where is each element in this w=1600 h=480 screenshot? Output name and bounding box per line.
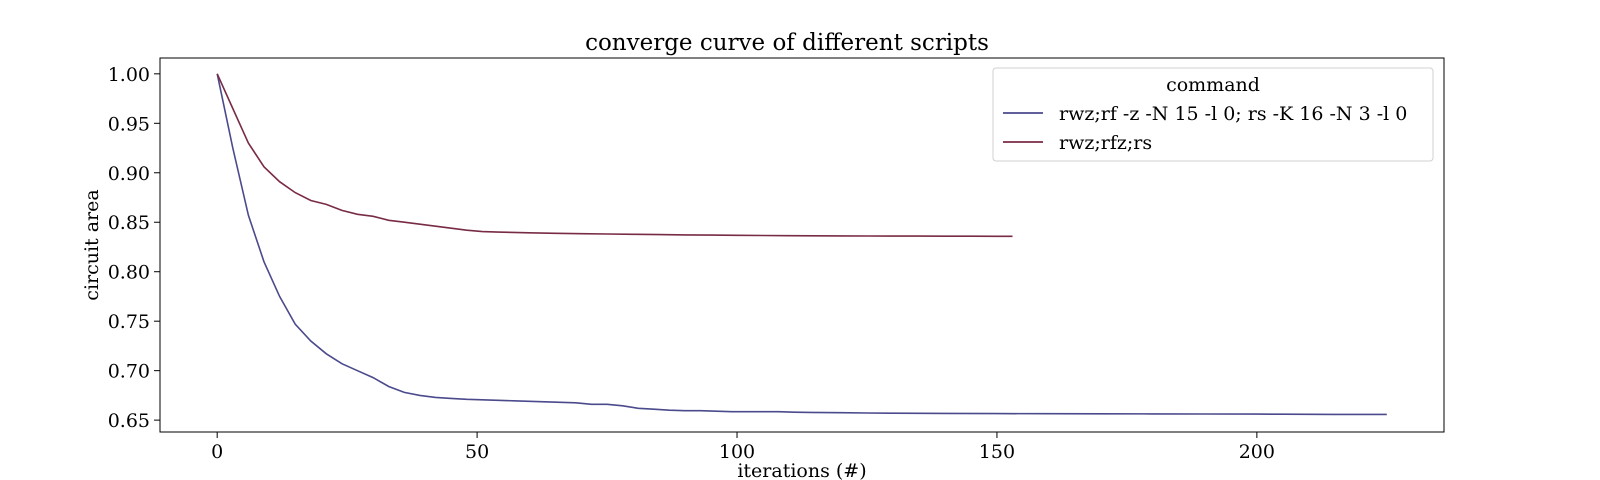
y-tick-label: 0.70 — [108, 361, 150, 383]
chart-title: converge curve of different scripts — [585, 30, 989, 56]
legend: command rwz;rf -z -N 15 -l 0; rs -K 16 -… — [992, 67, 1434, 162]
legend-label: rwz;rf -z -N 15 -l 0; rs -K 16 -N 3 -l 0 — [1059, 103, 1407, 125]
plot-area-frame — [159, 57, 1445, 433]
legend-label: rwz;rfz;rs — [1059, 132, 1152, 154]
y-axis: 0.65 0.70 0.75 0.80 0.85 0.90 0.95 1.00 — [108, 64, 160, 432]
x-tick-label: 100 — [719, 441, 755, 463]
x-tick-label: 200 — [1239, 441, 1275, 463]
x-tick-label: 50 — [465, 441, 489, 463]
x-tick-label: 150 — [979, 441, 1015, 463]
x-tick-label: 0 — [211, 441, 223, 463]
legend-box — [992, 67, 1434, 162]
x-axis: 0 50 100 150 200 — [211, 432, 1275, 463]
y-tick-label: 1.00 — [108, 64, 150, 86]
series-line-2 — [216, 73, 1013, 238]
y-tick-label: 0.95 — [108, 113, 150, 135]
y-tick-label: 0.75 — [108, 311, 150, 333]
series-layer — [216, 73, 1387, 416]
series-line-1 — [216, 73, 1387, 416]
y-tick-label: 0.85 — [108, 212, 150, 234]
legend-entries: rwz;rf -z -N 15 -l 0; rs -K 16 -N 3 -l 0… — [1003, 103, 1407, 154]
y-axis-label: circuit area — [81, 189, 103, 300]
y-tick-label: 0.65 — [108, 410, 150, 432]
y-tick-label: 0.80 — [108, 262, 150, 284]
x-axis-label: iterations (#) — [737, 460, 866, 480]
y-tick-label: 0.90 — [108, 163, 150, 185]
legend-title: command — [1166, 74, 1260, 96]
